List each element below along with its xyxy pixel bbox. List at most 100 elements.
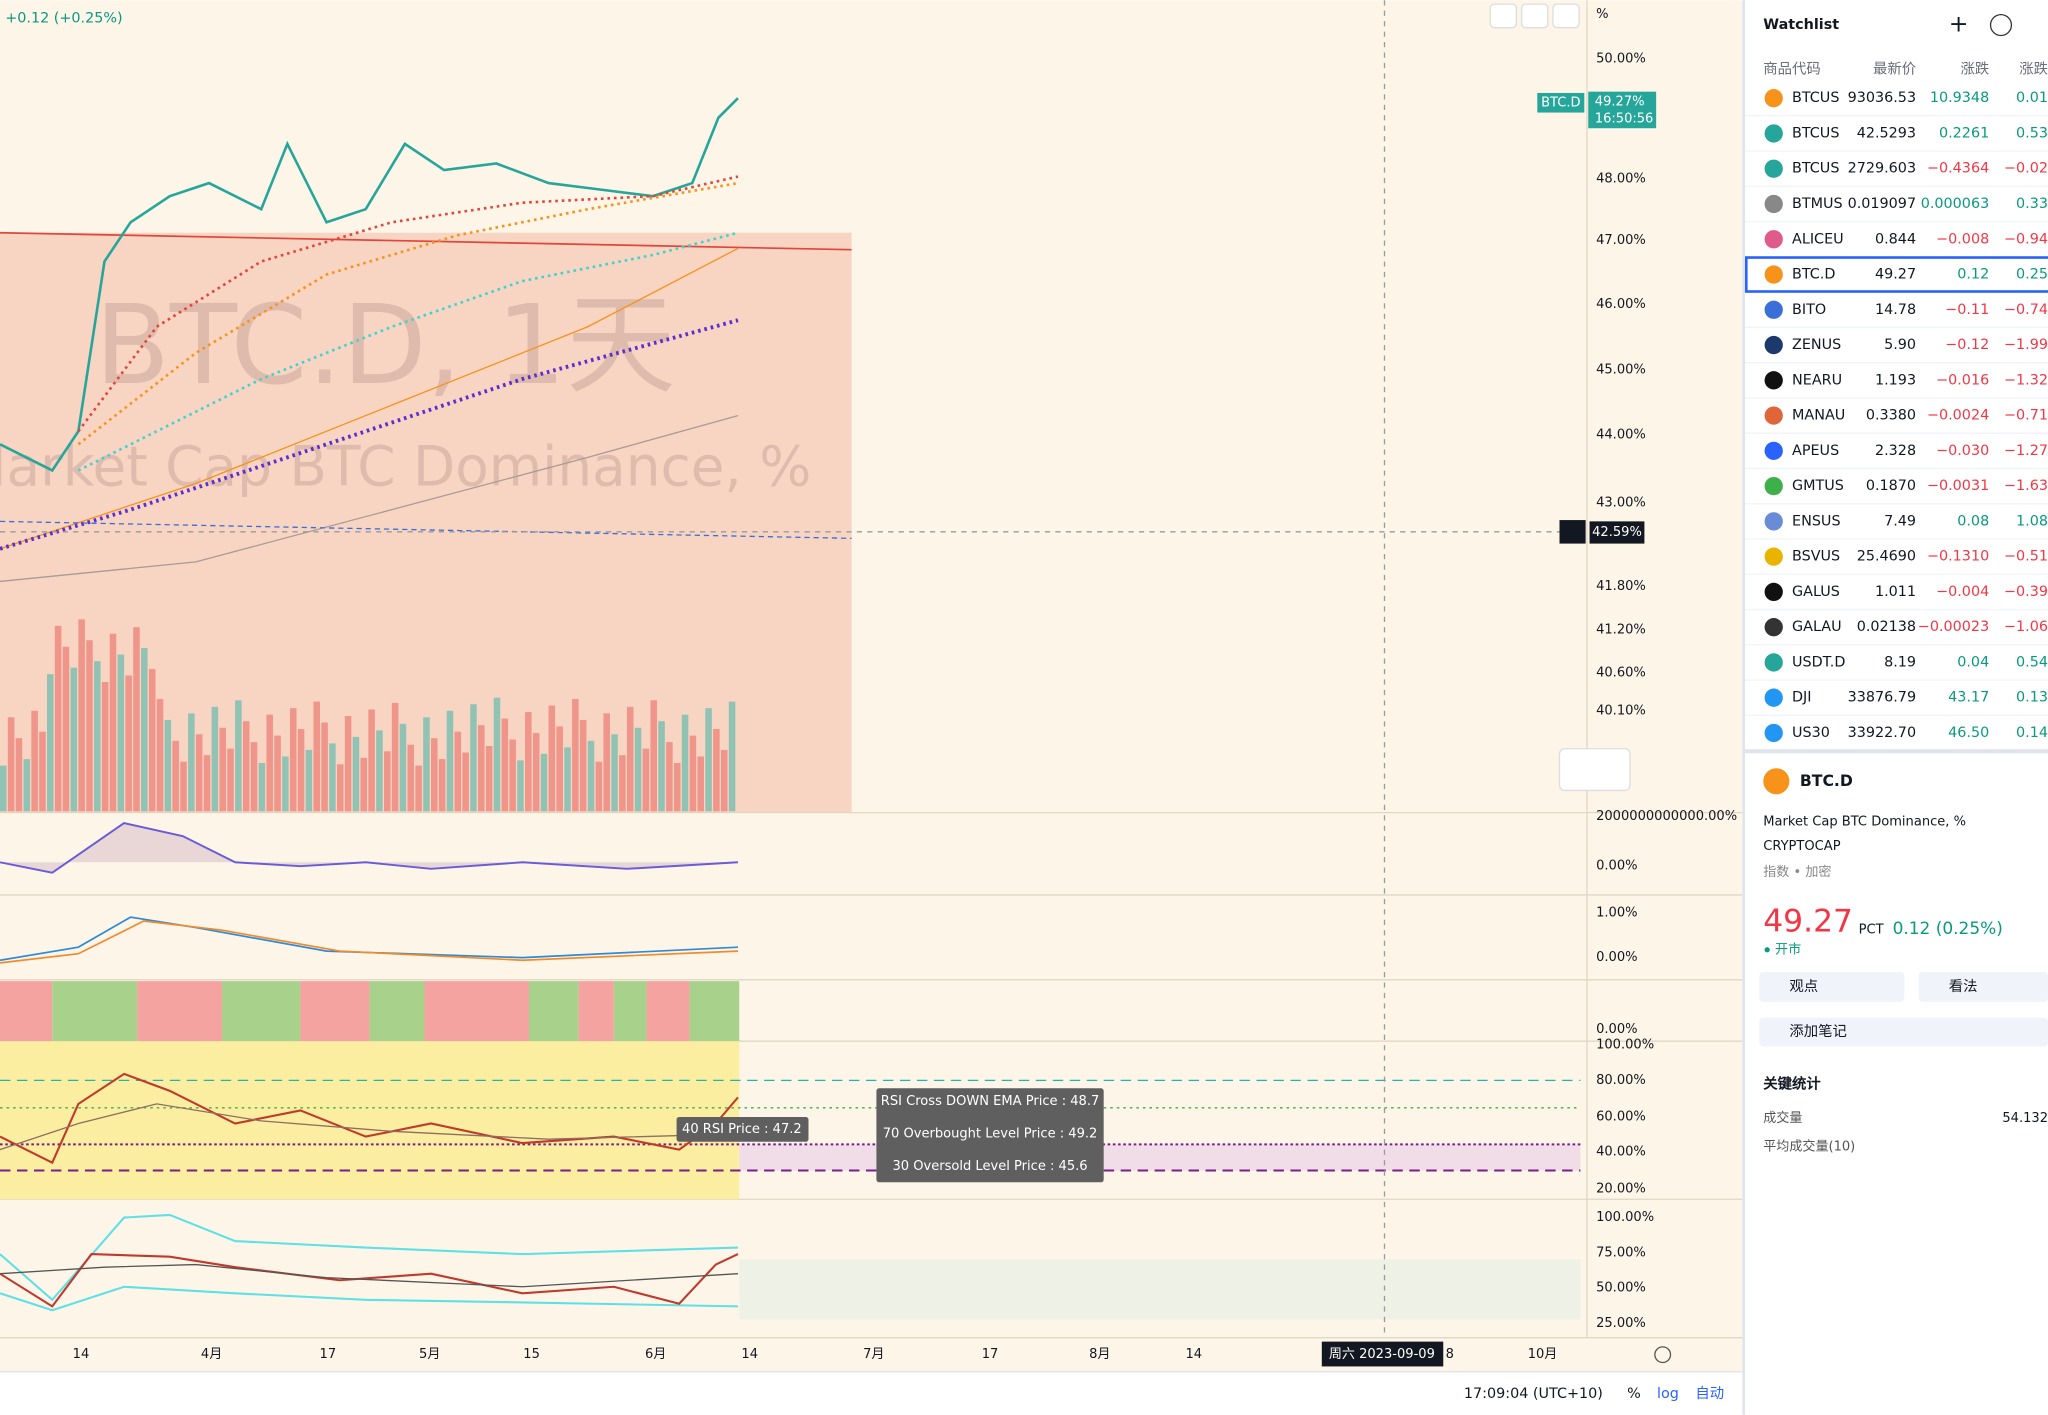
chart-toolbar <box>1489 3 1580 29</box>
volume-bar <box>0 765 7 812</box>
column-header[interactable]: 商品代码 <box>1763 60 1820 77</box>
last-price: 0.844 <box>1875 231 1916 247</box>
volume-bar <box>78 619 85 812</box>
symbol[interactable]: GMTUS <box>1792 478 1844 494</box>
change: −0.0031 <box>1927 478 1989 494</box>
tooltip-box <box>876 1088 1104 1183</box>
volume-bar <box>86 640 93 812</box>
symbol[interactable]: ZENUS <box>1792 337 1841 353</box>
column-header[interactable]: 最新价 <box>1873 60 1916 77</box>
symbol[interactable]: BTC.D <box>1792 267 1835 283</box>
regime-band <box>0 981 740 1042</box>
drawing-tool[interactable] <box>1558 747 1631 792</box>
button[interactable] <box>1520 3 1549 29</box>
change: −0.12 <box>1945 337 1989 353</box>
volume-bar <box>289 708 297 812</box>
last-price: 33876.79 <box>1848 690 1917 706</box>
volume-bar <box>109 633 117 812</box>
symbol-icon <box>1764 89 1783 108</box>
volume-bar <box>595 761 603 812</box>
volume-bar <box>658 721 665 812</box>
percent-toggle[interactable]: % <box>1627 1386 1641 1402</box>
column-header[interactable]: 涨跌 <box>2019 60 2048 77</box>
volume-bar <box>697 756 704 812</box>
button-label[interactable]: 观点 <box>1789 978 1818 995</box>
volume-bar <box>39 731 46 812</box>
change: −0.11 <box>1945 302 1989 318</box>
price-label: 0.00% <box>1596 950 1637 965</box>
volume-bar <box>572 699 579 812</box>
band-segment <box>0 981 53 1042</box>
volume-bar <box>54 625 62 812</box>
watchlist-title[interactable]: Watchlist <box>1763 17 1839 33</box>
volume-bar <box>431 738 438 812</box>
time-label: 17 <box>320 1347 337 1362</box>
change: −0.00023 <box>1918 619 1989 635</box>
auto-toggle[interactable]: 自动 <box>1695 1385 1724 1402</box>
icon[interactable] <box>1989 13 2013 37</box>
column-header[interactable]: 涨跌 <box>1960 60 1989 77</box>
stats-title: 关键统计 <box>1763 1074 1821 1092</box>
settings-icon[interactable] <box>1654 1346 1672 1364</box>
ma-line <box>0 414 739 583</box>
volume-bar <box>23 759 31 812</box>
symbol[interactable]: GALUS <box>1792 584 1840 600</box>
button-label[interactable]: 看法 <box>1949 978 1978 995</box>
volume-bar <box>728 701 736 812</box>
symbol[interactable]: BTCUS <box>1792 125 1839 141</box>
volume-bar <box>7 717 15 812</box>
symbol[interactable]: US30 <box>1792 725 1830 741</box>
button[interactable] <box>1552 3 1580 29</box>
change-percent: 1.08 <box>2016 513 2048 529</box>
symbol[interactable]: GALAU <box>1792 619 1842 635</box>
symbol-icon <box>1764 441 1783 460</box>
symbol[interactable]: BTMUS <box>1792 196 1843 212</box>
time-label: 15 <box>523 1347 540 1362</box>
change: 0.000063 <box>1921 196 1990 212</box>
band-segment <box>578 981 614 1042</box>
price-label: 2000000000000.00% <box>1596 809 1737 824</box>
time-label: 14 <box>73 1347 90 1362</box>
detail-symbol: BTC.D <box>1800 771 1853 790</box>
symbol[interactable]: DJI <box>1792 690 1812 706</box>
add-button[interactable] <box>1559 520 1586 544</box>
change-percent: −1.63 <box>2004 478 2048 494</box>
log-toggle[interactable]: log <box>1657 1386 1679 1402</box>
button[interactable] <box>1489 3 1518 29</box>
last-price: 5.90 <box>1884 337 1916 353</box>
symbol[interactable]: USDT.D <box>1792 654 1845 670</box>
time-label: 6月 <box>645 1347 666 1362</box>
symbol[interactable]: ALICEU <box>1792 231 1844 247</box>
price-label: 80.00% <box>1596 1073 1646 1088</box>
volume-bar <box>164 719 172 812</box>
last-price: 2729.603 <box>1848 161 1917 177</box>
detail-category: 指数 • 加密 <box>1763 864 1831 880</box>
symbol[interactable]: ENSUS <box>1792 513 1841 529</box>
symbol[interactable]: BITO <box>1792 302 1826 318</box>
add-symbol[interactable]: + <box>1949 10 1969 38</box>
symbol[interactable]: BTCUS <box>1792 161 1839 177</box>
button[interactable] <box>1759 1017 2048 1047</box>
volume-bar <box>15 738 23 812</box>
band-segment <box>222 981 301 1042</box>
symbol-icon <box>1764 124 1783 143</box>
time-label: 8 <box>1446 1347 1454 1362</box>
button[interactable] <box>1759 971 1905 1003</box>
price-label: 20.00% <box>1596 1181 1646 1196</box>
price-label: 40.10% <box>1596 703 1646 718</box>
symbol[interactable]: BTCUS <box>1792 90 1839 106</box>
symbol[interactable]: APEUS <box>1792 443 1839 459</box>
last-price: 1.011 <box>1875 584 1916 600</box>
symbol[interactable]: NEARU <box>1792 372 1842 388</box>
button[interactable] <box>1918 971 2048 1003</box>
note-button[interactable]: 添加笔记 <box>1789 1023 1846 1040</box>
change-percent: 0.54 <box>2016 654 2048 670</box>
symbol[interactable]: MANAU <box>1792 408 1845 424</box>
volume-bar <box>438 759 446 812</box>
band-segment <box>369 981 425 1042</box>
symbol[interactable]: BSVUS <box>1792 549 1840 565</box>
change: 0.2261 <box>1939 125 1989 141</box>
market-status: 开市 <box>1775 941 1801 957</box>
volume-bar <box>211 706 219 812</box>
symbol-icon <box>1764 406 1783 425</box>
